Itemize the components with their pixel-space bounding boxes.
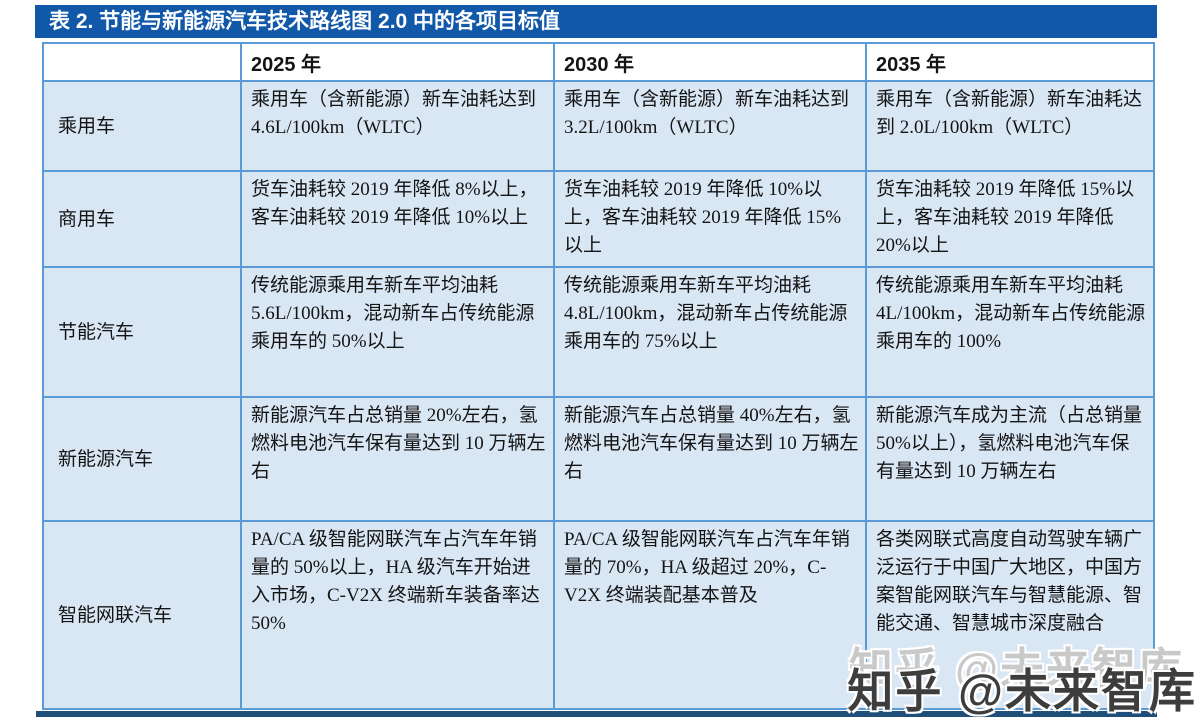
target-cell-2030: 乘用车（含新能源）新车油耗达到 3.2L/100km（WLTC）: [553, 80, 867, 172]
target-cell-2030: PA/CA 级智能网联汽车占汽车年销量的 70%，HA 级超过 20%，C-V2…: [553, 520, 867, 710]
row-label: 新能源汽车: [42, 396, 242, 522]
target-cell-2035: 各类网联式高度自动驾驶车辆广泛运行于中国广大地区，中国方案智能网联汽车与智慧能源…: [865, 520, 1155, 710]
header-cell-2030: 2030 年: [553, 42, 867, 82]
roadmap-table: 2025 年 2030 年 2035 年 乘用车 乘用车（含新能源）新车油耗达到…: [42, 42, 1155, 710]
target-cell-2035: 乘用车（含新能源）新车油耗达到 2.0L/100km（WLTC）: [865, 80, 1155, 172]
row-label: 商用车: [42, 170, 242, 268]
table-row-energy-saving-vehicle: 节能汽车 传统能源乘用车新车平均油耗 5.6L/100km，混动新车占传统能源乘…: [42, 266, 1155, 398]
watermark-shadow: 知乎 @未来智库: [848, 645, 1184, 694]
target-cell-2025: 乘用车（含新能源）新车油耗达到 4.6L/100km（WLTC）: [240, 80, 555, 172]
table-title-bar: 表 2. 节能与新能源汽车技术路线图 2.0 中的各项目标值: [35, 5, 1157, 38]
target-cell-2025: 传统能源乘用车新车平均油耗 5.6L/100km，混动新车占传统能源乘用车的 5…: [240, 266, 555, 398]
target-cell-2035: 传统能源乘用车新车平均油耗 4L/100km，混动新车占传统能源乘用车的 100…: [865, 266, 1155, 398]
target-cell-2035: 货车油耗较 2019 年降低 15%以上，客车油耗较 2019 年降低 20%以…: [865, 170, 1155, 268]
table-row-passenger-car: 乘用车 乘用车（含新能源）新车油耗达到 4.6L/100km（WLTC） 乘用车…: [42, 80, 1155, 172]
target-cell-2025: 货车油耗较 2019 年降低 8%以上，客车油耗较 2019 年降低 10%以上: [240, 170, 555, 268]
table-row-commercial-vehicle: 商用车 货车油耗较 2019 年降低 8%以上，客车油耗较 2019 年降低 1…: [42, 170, 1155, 268]
table-row-new-energy-vehicle: 新能源汽车 新能源汽车占总销量 20%左右，氢燃料电池汽车保有量达到 10 万辆…: [42, 396, 1155, 522]
target-cell-2030: 传统能源乘用车新车平均油耗 4.8L/100km，混动新车占传统能源乘用车的 7…: [553, 266, 867, 398]
target-cell-2030: 货车油耗较 2019 年降低 10%以上，客车油耗较 2019 年降低 15%以…: [553, 170, 867, 268]
roadmap-table-container: 2025 年 2030 年 2035 年 乘用车 乘用车（含新能源）新车油耗达到…: [42, 42, 1155, 710]
table-title: 表 2. 节能与新能源汽车技术路线图 2.0 中的各项目标值: [49, 10, 561, 33]
header-cell-empty: [42, 42, 242, 82]
target-cell-2025: PA/CA 级智能网联汽车占汽车年销量的 50%以上，HA 级汽车开始进入市场，…: [240, 520, 555, 710]
row-label: 节能汽车: [42, 266, 242, 398]
target-cell-2030: 新能源汽车占总销量 40%左右，氢燃料电池汽车保有量达到 10 万辆左右: [553, 396, 867, 522]
target-cell-2025: 新能源汽车占总销量 20%左右，氢燃料电池汽车保有量达到 10 万辆左右: [240, 396, 555, 522]
header-cell-2035: 2035 年: [865, 42, 1155, 82]
header-row: 2025 年 2030 年 2035 年: [42, 42, 1155, 82]
target-cell-2035: 新能源汽车成为主流（占总销量 50%以上），氢燃料电池汽车保有量达到 10 万辆…: [865, 396, 1155, 522]
row-label: 智能网联汽车: [42, 520, 242, 710]
table-row-intelligent-connected-vehicle: 智能网联汽车 PA/CA 级智能网联汽车占汽车年销量的 50%以上，HA 级汽车…: [42, 520, 1155, 710]
row-label: 乘用车: [42, 80, 242, 172]
watermark: 知乎 @未来智库: [847, 665, 1197, 717]
header-cell-2025: 2025 年: [240, 42, 555, 82]
bottom-accent-bar: [36, 711, 1157, 717]
